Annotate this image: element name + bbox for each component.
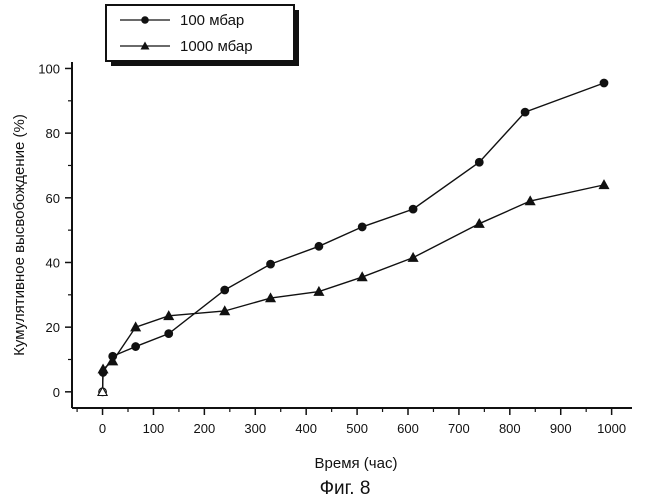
y-tick-label: 40 <box>46 255 60 270</box>
ticks: 0 100 200 300 400 500 600 700 800 900 1000 0 20 40 60 8… <box>38 61 626 436</box>
series-line-1 <box>103 185 604 392</box>
x-tick-label: 500 <box>346 421 368 436</box>
y-tick-label: 100 <box>38 61 60 76</box>
data-point-circle <box>475 158 483 166</box>
data-point-circle <box>165 330 173 338</box>
chart: 0 100 200 300 400 500 600 700 800 900 1000 0 20 40 60 8… <box>0 0 645 500</box>
x-tick-label: 0 <box>99 421 106 436</box>
x-tick-label: 900 <box>550 421 572 436</box>
data-point-triangle <box>408 253 417 261</box>
y-axis-title: Кумулятивное высвобождение (%) <box>11 114 28 356</box>
series <box>98 79 609 395</box>
x-axis-title: Время (час) <box>315 455 398 472</box>
y-tick-label: 20 <box>46 320 60 335</box>
x-tick-label: 100 <box>143 421 165 436</box>
data-point-circle <box>315 243 323 251</box>
data-point-circle <box>600 79 608 87</box>
legend-marker-100 <box>141 16 149 24</box>
data-point-circle <box>132 343 140 351</box>
x-tick-label: 600 <box>397 421 419 436</box>
legend-label-100: 100 мбар <box>180 12 244 29</box>
x-tick-label: 1000 <box>597 421 626 436</box>
x-tick-label: 700 <box>448 421 470 436</box>
y-tick-label: 60 <box>46 191 60 206</box>
legend-label-1000: 1000 мбар <box>180 38 253 55</box>
data-point-circle <box>267 260 275 268</box>
legend: 100 мбар 1000 мбар <box>106 5 299 66</box>
data-point-circle <box>521 108 529 116</box>
y-tick-label: 80 <box>46 126 60 141</box>
data-point-circle <box>358 223 366 231</box>
series-line-0 <box>103 83 604 392</box>
data-point-triangle <box>599 180 608 188</box>
x-tick-label: 300 <box>244 421 266 436</box>
x-tick-label: 800 <box>499 421 521 436</box>
figure-caption: Фиг. 8 <box>320 478 371 499</box>
x-tick-label: 200 <box>194 421 216 436</box>
y-tick-label: 0 <box>53 385 60 400</box>
data-point-triangle <box>358 272 367 280</box>
x-tick-label: 400 <box>295 421 317 436</box>
data-point-circle <box>221 286 229 294</box>
data-point-triangle <box>475 219 484 227</box>
data-point-circle <box>409 205 417 213</box>
